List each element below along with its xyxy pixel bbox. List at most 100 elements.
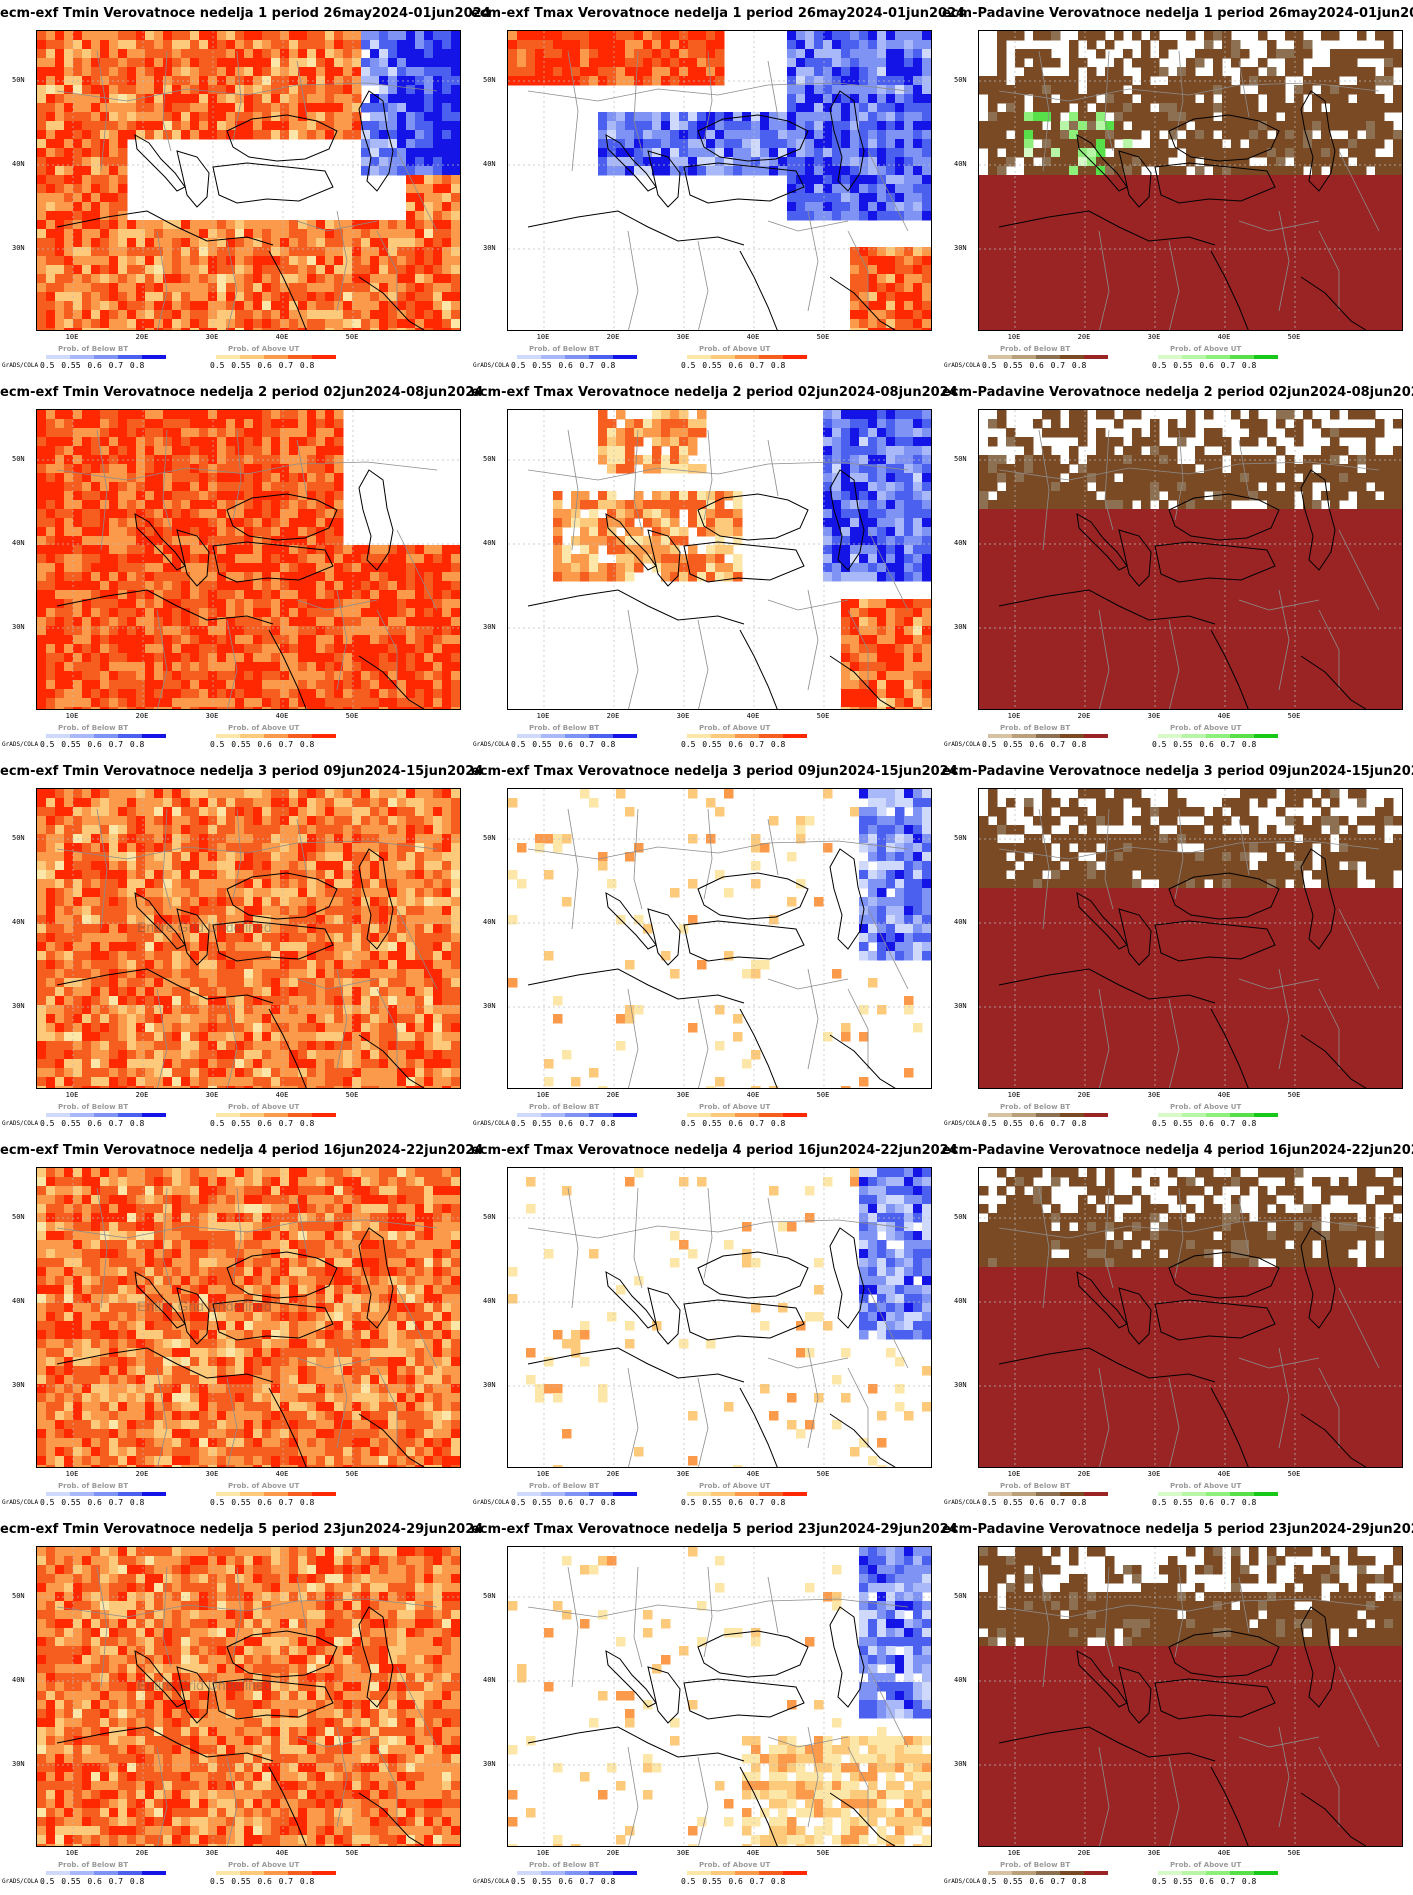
grid-cell <box>55 238 65 248</box>
grid-cell <box>190 554 200 564</box>
legend-below: Prob. of Below BT 0.5 0.55 0.6 0.7 0.8 <box>978 345 1150 375</box>
grid-cell <box>64 626 74 636</box>
grid-cell <box>433 635 443 645</box>
grid-cell <box>100 491 110 501</box>
grid-cell <box>805 184 815 194</box>
grid-cell <box>190 94 200 104</box>
grid-cell <box>100 265 110 275</box>
country-border <box>1238 60 1250 118</box>
grid-cell <box>190 527 200 537</box>
grid-cell <box>661 31 671 41</box>
grid-cell <box>253 220 263 230</box>
grid-cell <box>997 157 1007 167</box>
grid-cell <box>877 211 887 221</box>
grid-cell <box>1069 112 1079 122</box>
grid-cell <box>82 518 92 528</box>
grid-cell <box>289 437 299 447</box>
grid-cell <box>334 608 344 618</box>
grid-cell <box>997 310 1007 320</box>
grid-cell <box>931 292 932 302</box>
grid-cell <box>325 112 335 122</box>
grid-cell <box>379 328 389 330</box>
grid-cell <box>262 76 272 86</box>
grid-cell <box>37 121 47 131</box>
grid-cell <box>625 67 635 77</box>
grid-cell <box>850 148 860 158</box>
grid-cell <box>361 319 371 329</box>
grid-cell <box>1249 148 1259 158</box>
grid-cell <box>1393 301 1402 311</box>
grid-cell <box>136 121 146 131</box>
grid-cell <box>145 256 155 266</box>
grid-cell <box>1051 202 1061 212</box>
country-border <box>627 230 639 330</box>
grid-cell <box>1303 310 1313 320</box>
grid-cell <box>868 130 878 140</box>
grid-cell <box>1186 247 1196 257</box>
grid-cell <box>841 67 851 77</box>
grid-cell <box>100 193 110 203</box>
coastline <box>739 250 778 330</box>
grid-cell <box>688 76 698 86</box>
grid-cell <box>118 283 128 293</box>
grid-cell <box>190 319 200 329</box>
grid-cell <box>979 193 989 203</box>
grid-cell <box>778 166 788 176</box>
grid-cell <box>1267 319 1277 329</box>
grid-cell <box>91 545 101 555</box>
grid-cell <box>1087 40 1097 50</box>
grid-cell <box>379 554 389 564</box>
grid-cell <box>37 527 47 537</box>
grid-cell <box>841 193 851 203</box>
grid-cell <box>91 491 101 501</box>
grid-cell <box>895 256 905 266</box>
grid-cell <box>1105 157 1115 167</box>
grid-cell <box>1240 193 1250 203</box>
grid-cell <box>37 238 47 248</box>
grid-cell <box>253 635 263 645</box>
grid-cell <box>244 428 254 438</box>
grid-cell <box>787 58 797 68</box>
grid-cell <box>217 644 227 654</box>
grid-cell <box>742 166 752 176</box>
grid-cell <box>55 653 65 663</box>
grid-cell <box>145 319 155 329</box>
grid-cell <box>688 121 698 131</box>
grid-cell <box>118 509 128 519</box>
grid-cell <box>154 590 164 600</box>
grid-cell <box>226 662 236 672</box>
grid-cell <box>91 94 101 104</box>
grid-cell <box>706 121 716 131</box>
grid-cell <box>46 473 56 483</box>
grid-cell <box>280 419 290 429</box>
grid-cell <box>931 31 932 41</box>
grid-cell <box>334 680 344 690</box>
grid-cell <box>64 437 74 447</box>
grid-cell <box>100 437 110 447</box>
grid-cell <box>1177 121 1187 131</box>
grid-cell <box>1213 76 1223 86</box>
grid-cell <box>1069 328 1079 330</box>
grid-cell <box>253 446 263 456</box>
grid-cell <box>118 572 128 582</box>
longitude-label: 40E <box>746 333 760 341</box>
grid-cell <box>82 283 92 293</box>
grid-cell <box>913 256 923 266</box>
grid-cell <box>55 572 65 582</box>
grid-cell <box>109 130 119 140</box>
grid-cell <box>217 76 227 86</box>
grid-cell <box>217 94 227 104</box>
grid-cell <box>307 85 317 95</box>
grid-cell <box>244 229 254 239</box>
grid-cell <box>172 328 182 330</box>
grid-cell <box>118 166 128 176</box>
grid-cell <box>1132 58 1142 68</box>
grid-cell <box>361 292 371 302</box>
grid-cell <box>127 229 137 239</box>
grid-cell <box>307 220 317 230</box>
grid-cell <box>64 328 74 330</box>
grid-cell <box>1096 274 1106 284</box>
grid-cell <box>1213 328 1223 330</box>
longitude-label: 10E <box>536 333 550 341</box>
grid-cell <box>1177 229 1187 239</box>
